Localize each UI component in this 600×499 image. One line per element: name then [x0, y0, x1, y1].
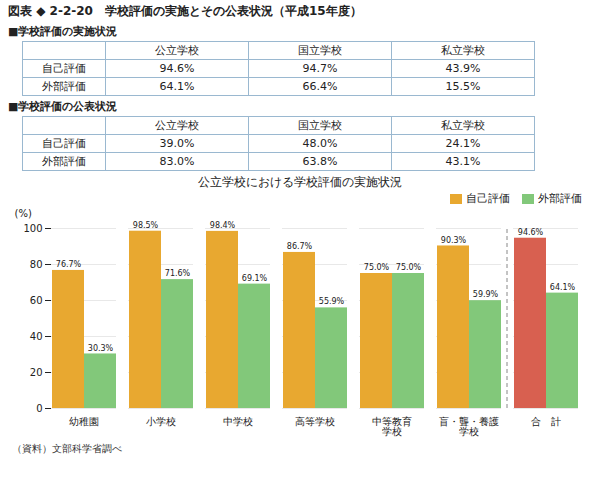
html-text:■学校評価の公表状況: ■学校評価の公表状況: [8, 100, 118, 113]
html-text:43.9%: 43.9%: [445, 62, 481, 75]
svg-text:90.3%: 90.3%: [441, 236, 467, 245]
svg-text:71.6%: 71.6%: [165, 269, 191, 278]
svg-text:100: 100: [23, 223, 42, 234]
svg-text:幼稚園: 幼稚園: [69, 416, 99, 427]
svg-text:80: 80: [30, 259, 43, 270]
svg-text:(%): (%): [15, 208, 32, 219]
svg-text:75.0%: 75.0%: [364, 263, 390, 272]
svg-text:中等教育学校: 中等教育学校: [372, 416, 412, 437]
html-text:64.1%: 64.1%: [159, 80, 195, 93]
svg-text:59.9%: 59.9%: [473, 290, 499, 299]
svg-text:小学校: 小学校: [146, 416, 176, 427]
html-text:公立学校における学校評価の実施状況: 公立学校における学校評価の実施状況: [198, 175, 402, 189]
svg-text:20: 20: [30, 367, 43, 378]
html-text:国立学校: 国立学校: [298, 44, 342, 57]
html-text:63.8%: 63.8%: [302, 155, 338, 168]
svg-text:76.7%: 76.7%: [56, 260, 82, 269]
svg-text:69.1%: 69.1%: [242, 274, 268, 283]
html-text:■学校評価の実施状況: ■学校評価の実施状況: [8, 25, 118, 38]
svg-text:86.7%: 86.7%: [287, 242, 313, 251]
html-text:94.6%: 94.6%: [159, 62, 195, 75]
html-text:自己評価: 自己評価: [42, 62, 86, 75]
svg-text:合 計: 合 計: [531, 416, 561, 427]
svg-text:64.1%: 64.1%: [550, 283, 576, 292]
html-text:公立学校: 公立学校: [155, 44, 199, 57]
svg-text:98.4%: 98.4%: [210, 221, 236, 230]
html-text:94.7%: 94.7%: [302, 62, 338, 75]
html-text:公立学校: 公立学校: [155, 119, 199, 132]
html-text:43.1%: 43.1%: [445, 155, 481, 168]
html-text:自己評価: 自己評価: [42, 137, 86, 150]
html-text:（資料）文部科学省調べ: （資料）文部科学省調べ: [12, 443, 122, 454]
svg-text:75.0%: 75.0%: [396, 263, 422, 272]
html-text:24.1%: 24.1%: [445, 137, 481, 150]
html-text:外部評価: 外部評価: [42, 80, 86, 93]
html-text:39.0%: 39.0%: [159, 137, 195, 150]
html-text:外部評価: 外部評価: [538, 192, 582, 205]
svg-text:中学校: 中学校: [223, 416, 253, 427]
svg-text:60: 60: [30, 295, 43, 306]
html-text:15.5%: 15.5%: [445, 80, 481, 93]
html-text:図表 ◆ 2-2-20 学校評価の実施とその公表状況（平成1: 図表 ◆ 2-2-20 学校評価の実施とその公表状況（平成15年度）: [8, 4, 362, 18]
html-text:国立学校: 国立学校: [298, 119, 342, 132]
svg-text:0: 0: [36, 403, 42, 414]
svg-text:98.5%: 98.5%: [133, 221, 159, 230]
html-text:83.0%: 83.0%: [159, 155, 195, 168]
svg-text:盲・聾・養護学校: 盲・聾・養護学校: [439, 416, 499, 437]
html-text:48.0%: 48.0%: [302, 137, 338, 150]
svg-text:94.6%: 94.6%: [518, 228, 544, 237]
html-text:私立学校: 私立学校: [441, 44, 485, 57]
html-text:66.4%: 66.4%: [302, 80, 338, 93]
html-text:外部評価: 外部評価: [42, 155, 86, 168]
svg-text:55.9%: 55.9%: [319, 297, 345, 306]
html-text:自己評価: 自己評価: [466, 192, 510, 205]
svg-text:40: 40: [30, 331, 43, 342]
html-text:私立学校: 私立学校: [441, 119, 485, 132]
svg-text:高等学校: 高等学校: [295, 416, 335, 427]
svg-text:30.3%: 30.3%: [88, 344, 114, 353]
